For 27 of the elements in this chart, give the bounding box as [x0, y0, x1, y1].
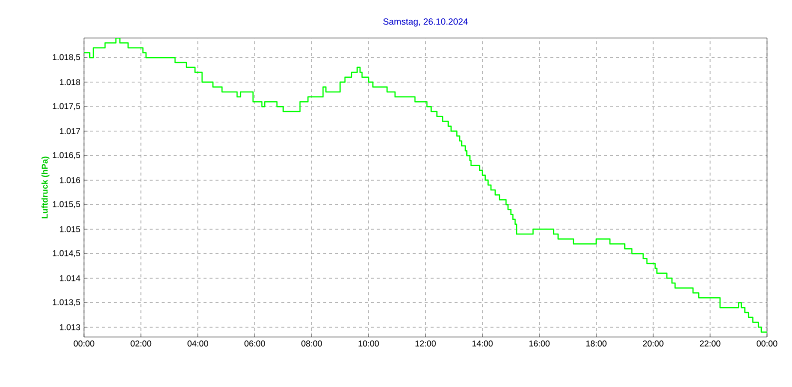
y-tick-label: 1.018: [60, 79, 80, 86]
x-tick-label: 12:00: [416, 340, 436, 347]
y-tick-label: 1.014,5: [52, 250, 80, 258]
x-tick-label: 18:00: [586, 340, 607, 347]
x-tick-label: 04:00: [188, 340, 208, 347]
x-tick-label: 14:00: [472, 340, 493, 347]
x-tick-label: 10:00: [358, 340, 379, 347]
y-tick-label: 1.015: [60, 226, 80, 232]
chart-title: Samstag, 26.10.2024: [383, 18, 468, 27]
y-tick-label: 1.017,5: [52, 103, 80, 110]
y-tick-label: 1.013,5: [52, 299, 80, 306]
x-tick-label: 06:00: [244, 340, 266, 347]
y-axis-title: Luftdruck (hPa): [41, 156, 50, 218]
y-tick-label: 1.016,5: [52, 152, 80, 160]
y-tick-label: 1.014: [60, 275, 80, 282]
x-tick-label: 16:00: [529, 340, 550, 347]
x-tick-label: 00:00: [74, 340, 94, 347]
x-tick-label: 08:00: [301, 340, 322, 347]
y-tick-label: 1.016: [60, 177, 80, 184]
x-tick-label: 20:00: [643, 340, 664, 347]
x-tick-label: 00:00: [756, 340, 778, 347]
y-tick-label: 1.015,5: [52, 201, 80, 208]
x-tick-label: 02:00: [130, 340, 152, 347]
y-tick-label: 1.018,5: [52, 54, 80, 62]
y-tick-label: 1.013: [60, 324, 80, 330]
y-tick-label: 1.017: [60, 128, 80, 134]
x-tick-label: 22:00: [700, 340, 720, 347]
